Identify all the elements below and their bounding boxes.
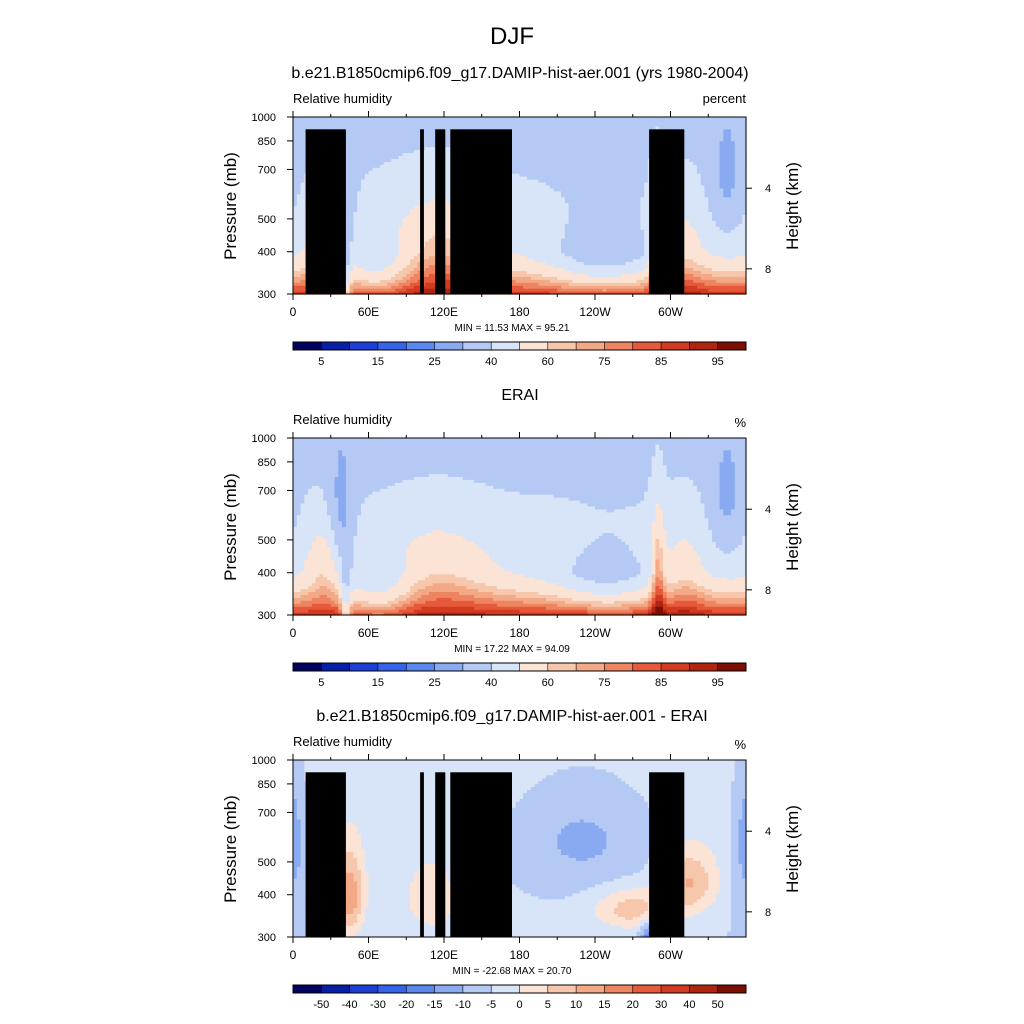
ylabel: Pressure (mb)	[221, 152, 240, 260]
figure-title: DJF	[490, 23, 534, 50]
panel-title: b.e21.B1850cmip6.f09_g17.DAMIP-hist-aer.…	[291, 65, 748, 82]
left-label: Relative humidity	[293, 91, 392, 106]
min-max-text: MIN = 11.53 MAX = 95.21	[455, 323, 570, 334]
right-label: percent	[703, 91, 747, 106]
contour-field	[293, 117, 747, 295]
ylabel-right: Height (km)	[783, 162, 802, 250]
panel-model: b.e21.B1850cmip6.f09_g17.DAMIP-hist-aer.…	[221, 65, 802, 368]
